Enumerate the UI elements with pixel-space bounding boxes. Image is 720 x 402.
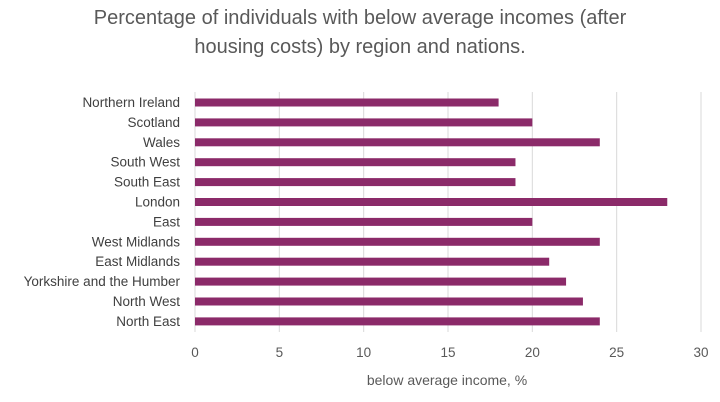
bars	[195, 98, 668, 326]
bar-london	[195, 198, 668, 206]
chart-title-line-2: housing costs) by region and nations.	[194, 36, 526, 58]
category-label: Northern Ireland	[82, 95, 180, 110]
gridlines	[194, 92, 702, 332]
x-tick-label: 0	[191, 345, 199, 360]
x-tick-label: 15	[440, 345, 455, 360]
category-label: West Midlands	[92, 234, 181, 249]
bar-north-east	[195, 317, 600, 326]
category-label: South West	[110, 155, 180, 170]
chart-title-line-1: Percentage of individuals with below ave…	[93, 7, 627, 29]
category-label: Scotland	[127, 115, 180, 130]
x-tick-label: 10	[356, 345, 371, 360]
x-tick-label: 25	[609, 345, 624, 360]
category-labels: Northern Ireland Scotland Wales South West S…	[24, 95, 181, 329]
category-label: Wales	[143, 135, 180, 150]
bar-yorkshire-and-the-humber	[195, 277, 567, 286]
bar-south-east	[195, 178, 516, 187]
category-label: South East	[114, 175, 180, 190]
x-axis-title: below average income, %	[367, 372, 527, 388]
bar-north-west	[195, 297, 583, 306]
category-label: East Midlands	[95, 254, 180, 269]
category-label: London	[135, 195, 180, 210]
x-axis-ticks: 0 5 10 15 20 25 30	[191, 345, 708, 360]
category-label: North West	[113, 294, 181, 309]
category-label: East	[153, 214, 180, 229]
category-label: Yorkshire and the Humber	[24, 274, 181, 289]
bar-scotland	[195, 118, 533, 127]
chart-title: Percentage of individuals with below ave…	[0, 4, 720, 62]
bar-west-midlands	[195, 237, 600, 246]
x-tick-label: 5	[276, 345, 284, 360]
bar-south-west	[195, 158, 516, 167]
x-tick-label: 20	[525, 345, 540, 360]
bar-northern-ireland	[195, 98, 499, 107]
x-tick-label: 30	[693, 345, 708, 360]
category-label: North East	[116, 314, 180, 329]
bar-east-midlands	[195, 257, 550, 266]
bar-east	[195, 217, 533, 226]
bar-wales	[195, 138, 600, 147]
